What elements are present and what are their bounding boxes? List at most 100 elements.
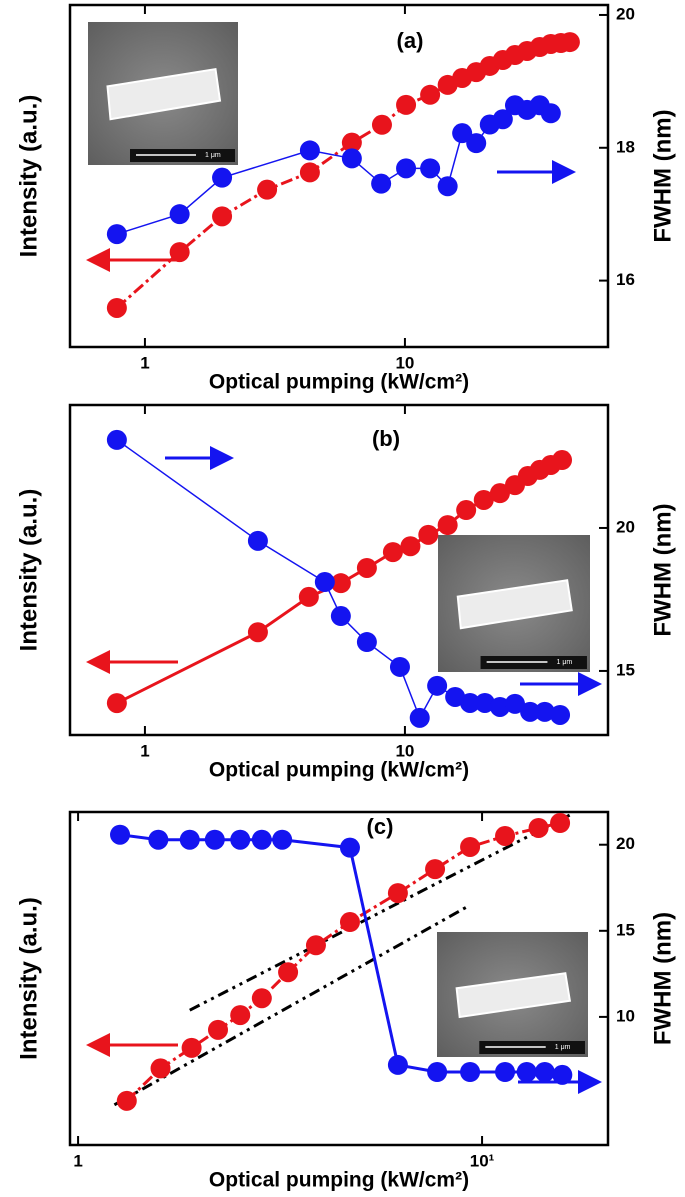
scale-bar-label: 1 μm bbox=[555, 1044, 571, 1051]
marker bbox=[456, 500, 477, 521]
marker bbox=[106, 224, 127, 245]
marker bbox=[341, 132, 362, 153]
marker bbox=[409, 707, 430, 728]
marker bbox=[179, 829, 200, 850]
marker bbox=[181, 1037, 202, 1058]
marker bbox=[247, 622, 268, 643]
marker bbox=[314, 572, 335, 593]
marker bbox=[396, 94, 417, 115]
marker bbox=[298, 586, 319, 607]
marker bbox=[516, 1061, 537, 1082]
marker bbox=[460, 836, 481, 857]
marker bbox=[452, 123, 473, 144]
marker bbox=[110, 824, 131, 845]
marker bbox=[495, 1061, 516, 1082]
marker bbox=[389, 656, 410, 677]
marker bbox=[212, 167, 233, 188]
marker bbox=[420, 158, 441, 179]
marker bbox=[528, 817, 549, 838]
marker bbox=[427, 675, 448, 696]
marker bbox=[150, 1058, 171, 1079]
y2-tick-label: 10 bbox=[616, 1006, 635, 1025]
x-tick-label: 10 bbox=[395, 741, 414, 760]
marker bbox=[330, 573, 351, 594]
plot-frame bbox=[68, 810, 610, 1147]
marker bbox=[356, 557, 377, 578]
scale-bar-label: 1 μm bbox=[205, 152, 221, 159]
fit-line bbox=[113, 903, 471, 1107]
marker bbox=[356, 632, 377, 653]
marker bbox=[396, 158, 417, 179]
inset-image: 1 μm bbox=[88, 22, 238, 165]
panel-label: (b) bbox=[372, 426, 400, 451]
marker bbox=[534, 1061, 555, 1082]
x-tick-label: 10¹ bbox=[470, 1151, 495, 1170]
marker bbox=[559, 32, 580, 53]
marker bbox=[520, 701, 541, 722]
marker bbox=[387, 1054, 408, 1075]
x-axis-label: Optical pumping (kW/cm²) bbox=[209, 759, 469, 782]
marker bbox=[251, 829, 272, 850]
x-axis-label: Optical pumping (kW/cm²) bbox=[209, 371, 469, 394]
y2-tick-label: 16 bbox=[616, 270, 635, 289]
nanorod bbox=[456, 579, 573, 630]
marker bbox=[251, 988, 272, 1009]
y-axis-label: Intensity (a.u.) bbox=[15, 489, 42, 652]
x-tick-label: 1 bbox=[140, 353, 149, 372]
plot-frame bbox=[68, 3, 610, 349]
marker bbox=[382, 542, 403, 563]
marker bbox=[116, 1090, 137, 1111]
marker bbox=[552, 1064, 573, 1085]
marker bbox=[550, 704, 571, 725]
marker bbox=[247, 530, 268, 551]
x-axis-label: Optical pumping (kW/cm²) bbox=[209, 1169, 469, 1192]
x-tick-label: 1 bbox=[140, 741, 149, 760]
y2-axis-label: FWHM (nm) bbox=[649, 109, 676, 242]
marker bbox=[550, 812, 571, 833]
marker bbox=[257, 179, 278, 200]
marker bbox=[299, 162, 320, 183]
marker bbox=[148, 829, 169, 850]
marker bbox=[474, 692, 495, 713]
marker bbox=[540, 103, 561, 124]
marker bbox=[371, 173, 392, 194]
marker bbox=[212, 206, 233, 227]
marker bbox=[473, 489, 494, 510]
marker bbox=[460, 1061, 481, 1082]
nanorod bbox=[106, 68, 222, 121]
marker bbox=[492, 109, 513, 130]
fit-line bbox=[189, 813, 571, 1012]
marker bbox=[489, 696, 510, 717]
marker bbox=[106, 297, 127, 318]
y2-axis-label: FWHM (nm) bbox=[649, 912, 676, 1045]
marker bbox=[420, 84, 441, 105]
marker bbox=[230, 1005, 251, 1026]
y2-tick-label: 15 bbox=[616, 660, 635, 679]
y2-tick-label: 20 bbox=[616, 4, 635, 23]
marker bbox=[299, 140, 320, 161]
marker bbox=[504, 693, 525, 714]
panel-label: (a) bbox=[397, 28, 424, 53]
marker bbox=[230, 829, 251, 850]
y2-axis-label: FWHM (nm) bbox=[649, 503, 676, 636]
y2-tick-label: 20 bbox=[616, 517, 635, 536]
marker bbox=[305, 935, 326, 956]
x-tick-label: 10 bbox=[395, 353, 414, 372]
marker bbox=[552, 450, 573, 471]
series-line bbox=[125, 821, 561, 1102]
marker bbox=[204, 829, 225, 850]
marker bbox=[427, 1061, 448, 1082]
marker bbox=[339, 837, 360, 858]
marker bbox=[466, 133, 487, 154]
scale-bar-label: 1 μm bbox=[557, 659, 573, 666]
marker bbox=[460, 692, 481, 713]
marker bbox=[169, 204, 190, 225]
y-axis-label: Intensity (a.u.) bbox=[15, 95, 42, 258]
marker bbox=[278, 962, 299, 983]
nanorod bbox=[455, 972, 572, 1019]
panel-label: (c) bbox=[367, 814, 394, 839]
marker bbox=[341, 148, 362, 169]
y2-tick-label: 20 bbox=[616, 834, 635, 853]
marker bbox=[425, 859, 446, 880]
